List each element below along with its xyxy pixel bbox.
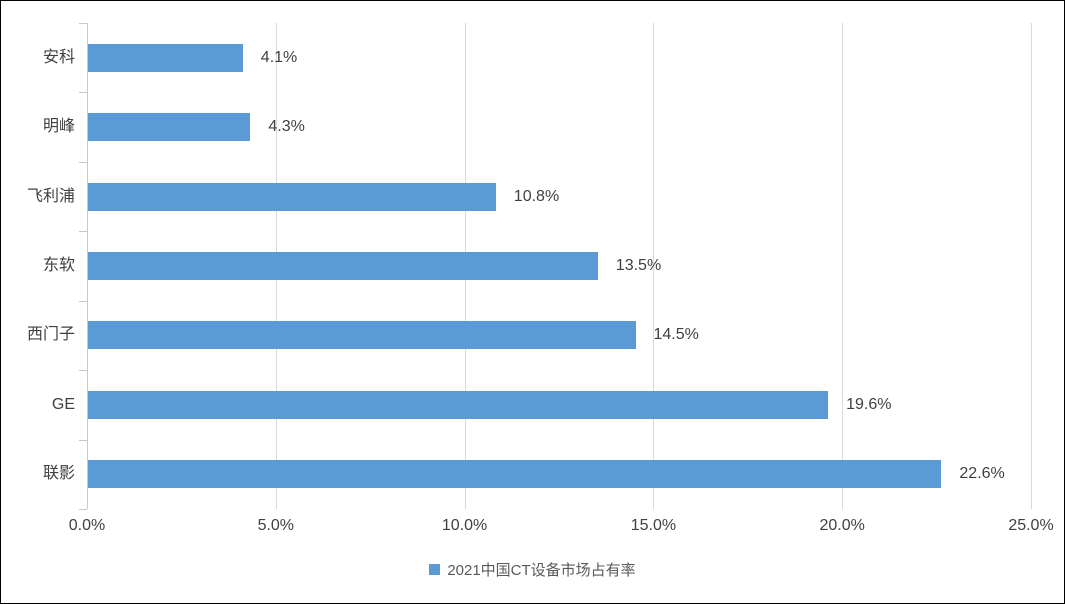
x-axis-tick-label: 0.0%	[68, 517, 106, 534]
bar	[88, 182, 496, 211]
bar	[88, 251, 598, 280]
bar-value-label: 14.5%	[653, 326, 699, 344]
category-axis-line	[87, 23, 88, 509]
x-axis-tick-label: 25.0%	[1008, 517, 1054, 534]
bar-row: 安科 4.1%	[43, 23, 1031, 92]
category-label: GE	[51, 395, 75, 413]
category-label: 明峰	[42, 118, 75, 136]
bar	[88, 390, 829, 419]
category-axis-tick	[79, 161, 87, 163]
category-axis-tick	[79, 370, 87, 372]
bar-value-label: 4.3%	[268, 118, 305, 136]
bar-row: 联影 22.6%	[43, 440, 1031, 509]
bar-row: 明峰 4.3%	[43, 92, 1031, 161]
bar-value-label: 13.5%	[615, 256, 662, 274]
bar-value-label: 4.1%	[260, 48, 298, 66]
x-axis-tick-label: 15.0%	[630, 517, 677, 534]
category-axis-tick	[79, 231, 87, 233]
x-axis-tick-label: 20.0%	[819, 517, 865, 534]
bar	[88, 113, 251, 142]
bar-value-label: 19.6%	[846, 395, 892, 413]
x-axis-tick-label: 5.0%	[257, 517, 295, 534]
category-axis-tick	[79, 92, 87, 94]
bar-value-label: 22.6%	[959, 465, 1005, 483]
bar-row: GE 19.6%	[52, 370, 1031, 439]
category-label: 联影	[42, 465, 75, 483]
category-label: 飞利浦	[26, 187, 75, 205]
category-label: 东软	[42, 256, 75, 274]
legend: 2021中国CT设备市场占有率	[1, 559, 1064, 580]
legend-marker-icon	[429, 564, 441, 575]
legend-label: 2021中国CT设备市场占有率	[447, 562, 636, 579]
category-axis-tick	[79, 509, 87, 510]
x-axis-tick-label: 10.0%	[441, 517, 488, 534]
category-axis-tick	[79, 439, 87, 441]
category-label: 西门子	[26, 326, 75, 344]
gridline	[842, 23, 844, 509]
category-axis-tick	[79, 23, 87, 24]
category-axis-tick	[79, 300, 87, 302]
bar-row: 西门子 14.5%	[27, 301, 1031, 370]
bar-value-label: 10.8%	[513, 187, 560, 205]
bar-row: 飞利浦 10.8%	[27, 162, 1031, 231]
bar	[88, 43, 243, 72]
category-label: 安科	[42, 48, 75, 66]
gridline	[1031, 23, 1032, 509]
bar	[88, 321, 636, 350]
bar	[88, 460, 942, 489]
bar-row: 东软 13.5%	[43, 231, 1031, 300]
gridline	[653, 23, 655, 509]
plot-area: 安科 4.1% 明峰 4.3% 飞利浦 10.8% 东软 13.5% 西门子 14.5% GE 19.…	[27, 23, 1032, 510]
